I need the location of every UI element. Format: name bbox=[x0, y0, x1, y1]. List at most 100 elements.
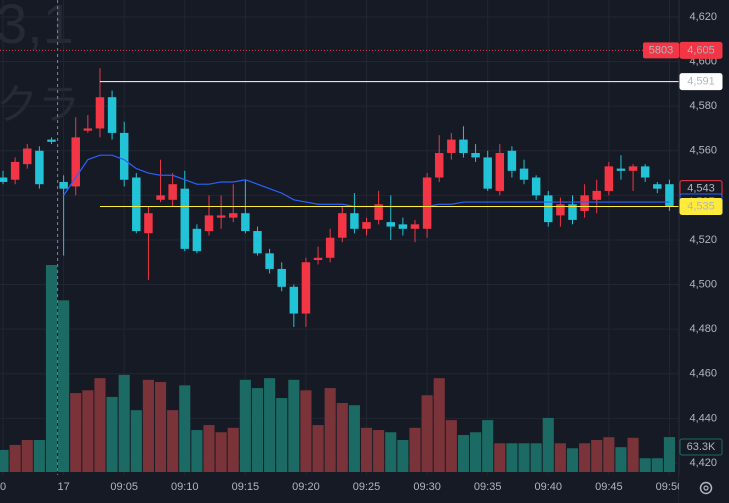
candle-body bbox=[410, 224, 420, 229]
volume-bar bbox=[215, 432, 227, 472]
candle-body bbox=[640, 166, 650, 178]
volume-bar bbox=[154, 382, 167, 472]
y-tick-label: 4,420 bbox=[689, 457, 717, 469]
price-tag-label: 4,543 bbox=[687, 183, 715, 195]
volume-bar bbox=[106, 396, 118, 472]
candle-body bbox=[204, 215, 214, 232]
candle-body bbox=[156, 195, 165, 200]
volume-tag-label: 63.3K bbox=[687, 441, 716, 453]
volume-bar bbox=[591, 439, 603, 472]
settings-icon-dot bbox=[703, 485, 709, 491]
candle-body bbox=[665, 184, 674, 207]
volume-bar bbox=[554, 443, 566, 472]
candle-body bbox=[71, 137, 80, 187]
candle-body bbox=[144, 213, 153, 234]
volume-bar bbox=[45, 265, 58, 472]
candle-body bbox=[228, 213, 238, 218]
volume-bar bbox=[385, 432, 397, 472]
candle-body bbox=[531, 177, 541, 196]
volume-bar bbox=[9, 444, 21, 472]
volume-bar bbox=[421, 395, 433, 472]
candle-body bbox=[350, 213, 359, 229]
volume-bar bbox=[494, 443, 506, 472]
y-tick-label: 4,560 bbox=[689, 145, 717, 157]
settings-icon[interactable] bbox=[699, 481, 713, 495]
volume-bar bbox=[409, 427, 421, 472]
x-tick-label: 17 bbox=[57, 481, 69, 493]
y-tick-label: 4,520 bbox=[689, 234, 717, 246]
price-tag-label: 4,605 bbox=[687, 44, 715, 56]
y-tick-label: 4,440 bbox=[689, 412, 717, 424]
candle-body bbox=[313, 257, 323, 261]
volume-bar bbox=[470, 432, 482, 472]
volume-bar bbox=[33, 439, 45, 472]
candle-body bbox=[398, 224, 408, 229]
y-tick-label: 4,500 bbox=[689, 278, 717, 290]
candle-body bbox=[107, 97, 117, 133]
candle-body bbox=[216, 215, 226, 218]
x-tick-label: 09:10 bbox=[171, 481, 199, 493]
volume-bar bbox=[276, 398, 288, 472]
volume-bar bbox=[348, 405, 360, 472]
x-tick-label: 09:05 bbox=[110, 481, 138, 493]
candle-body bbox=[556, 204, 565, 216]
candle-body bbox=[338, 213, 347, 238]
volume-tag bbox=[679, 438, 723, 456]
volume-bar bbox=[506, 443, 518, 472]
volume-bar bbox=[70, 393, 82, 472]
price-tag bbox=[679, 41, 723, 59]
volume-bar bbox=[203, 425, 215, 472]
watermark: 3,1 bbox=[0, 0, 74, 55]
candle-body bbox=[23, 148, 32, 165]
time-axis bbox=[0, 475, 729, 503]
x-tick-label: 09:30 bbox=[413, 481, 441, 493]
candle-body bbox=[471, 152, 480, 158]
candle-body bbox=[0, 177, 8, 182]
volume-bar bbox=[130, 410, 142, 472]
candle-body bbox=[374, 204, 383, 220]
candle-body bbox=[616, 168, 626, 171]
candle-body bbox=[628, 166, 638, 171]
watermark: クラ bbox=[0, 81, 80, 128]
x-tick-label: 09:50 bbox=[656, 481, 684, 493]
candle-body bbox=[483, 157, 492, 189]
volume-bar bbox=[94, 378, 106, 472]
candle-body bbox=[544, 195, 553, 223]
candle-body bbox=[132, 177, 141, 232]
volume-bar bbox=[288, 379, 300, 472]
volume-bar bbox=[21, 439, 33, 472]
volume-bar bbox=[530, 443, 542, 472]
volume-bar bbox=[251, 388, 264, 472]
volume-bar bbox=[239, 379, 251, 472]
volume-bar bbox=[663, 437, 675, 472]
volume-bar bbox=[336, 403, 348, 472]
volume-bar bbox=[627, 437, 639, 472]
candle-body bbox=[568, 204, 577, 220]
volume-bar bbox=[639, 458, 651, 472]
volume-bar bbox=[0, 449, 9, 472]
volume-bar bbox=[142, 379, 154, 472]
candle-body bbox=[180, 188, 190, 249]
candle-body bbox=[459, 139, 468, 153]
volume-bar bbox=[360, 427, 373, 472]
candle-body bbox=[580, 195, 589, 211]
candle-body bbox=[604, 166, 614, 191]
candle-body bbox=[592, 190, 601, 200]
candle-body bbox=[325, 237, 335, 258]
volume-bar bbox=[397, 439, 409, 472]
volume-bar bbox=[118, 374, 130, 472]
x-tick-label: 09:35 bbox=[474, 481, 502, 493]
candle-body bbox=[95, 97, 105, 129]
volume-bar bbox=[167, 410, 179, 472]
candle-body bbox=[253, 231, 262, 254]
volume-bar bbox=[433, 378, 445, 472]
candle-body bbox=[422, 177, 432, 229]
x-tick-label: 09:40 bbox=[534, 481, 562, 493]
price-tag bbox=[679, 198, 723, 216]
countdown-label: 5803 bbox=[649, 44, 673, 56]
y-tick-label: 4,480 bbox=[689, 323, 717, 335]
price-tag-label: 4,535 bbox=[687, 200, 715, 212]
candle-body bbox=[241, 213, 250, 232]
